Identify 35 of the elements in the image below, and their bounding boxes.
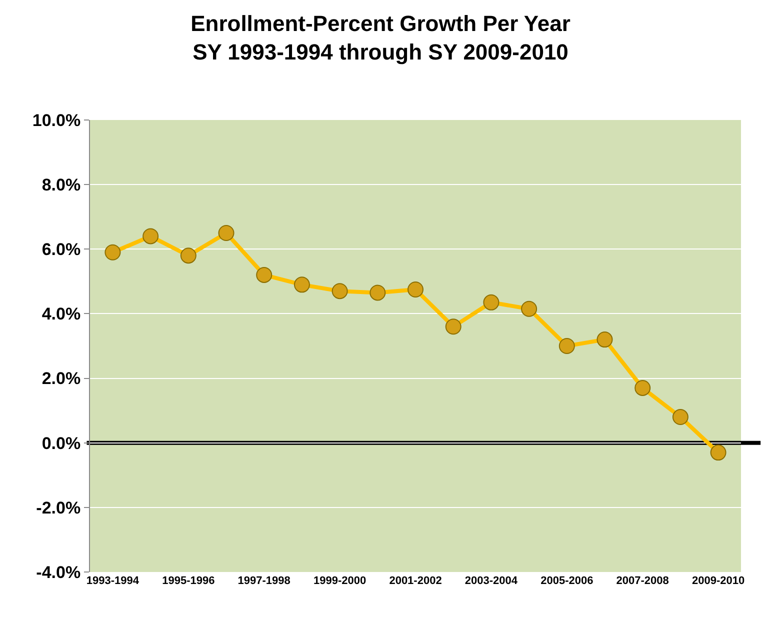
- point: [218, 225, 234, 241]
- x-tick-label: 1995-1996: [162, 575, 215, 587]
- x-tick-label: 2007-2008: [616, 575, 669, 587]
- point: [370, 284, 386, 301]
- y-tick-label: 0.0%: [42, 434, 81, 453]
- point: [634, 380, 651, 396]
- point: [294, 276, 310, 293]
- y-tick-label: 4.0%: [42, 304, 81, 324]
- point: [672, 409, 688, 426]
- x-tick-label: 1999-2000: [313, 575, 366, 587]
- point: [408, 282, 424, 298]
- x-tick-label: 2003-2004: [464, 575, 518, 587]
- point: [521, 300, 538, 317]
- point: [596, 332, 613, 348]
- point: [445, 318, 462, 335]
- point: [180, 248, 196, 264]
- x-tick-label: 1997-1998: [238, 575, 290, 587]
- point: [142, 228, 159, 244]
- y-tick-label: 6.0%: [42, 240, 81, 260]
- x-tick-label: 2005-2006: [540, 575, 594, 587]
- point: [104, 244, 121, 260]
- y-tick-label: -2.0%: [36, 498, 81, 518]
- point: [332, 283, 348, 300]
- x-tick-label: 2009-2010: [692, 575, 745, 587]
- chart-title: Enrollment-Percent Growth Per Year SY 1993-1994 through SY 2009-2010: [190, 11, 571, 65]
- x-tick-label: 2001-2002: [389, 575, 442, 587]
- point: [710, 444, 726, 461]
- point: [483, 294, 500, 310]
- y-tick-label: 2.0%: [42, 369, 81, 388]
- y-tick-label: -4.0%: [36, 562, 81, 582]
- point: [558, 338, 575, 354]
- y-tick-label: 8.0%: [42, 176, 81, 195]
- point: [256, 266, 272, 283]
- x-tick-label: 1993-1994: [86, 575, 140, 587]
- y-tick-label: 10.0%: [32, 110, 81, 130]
